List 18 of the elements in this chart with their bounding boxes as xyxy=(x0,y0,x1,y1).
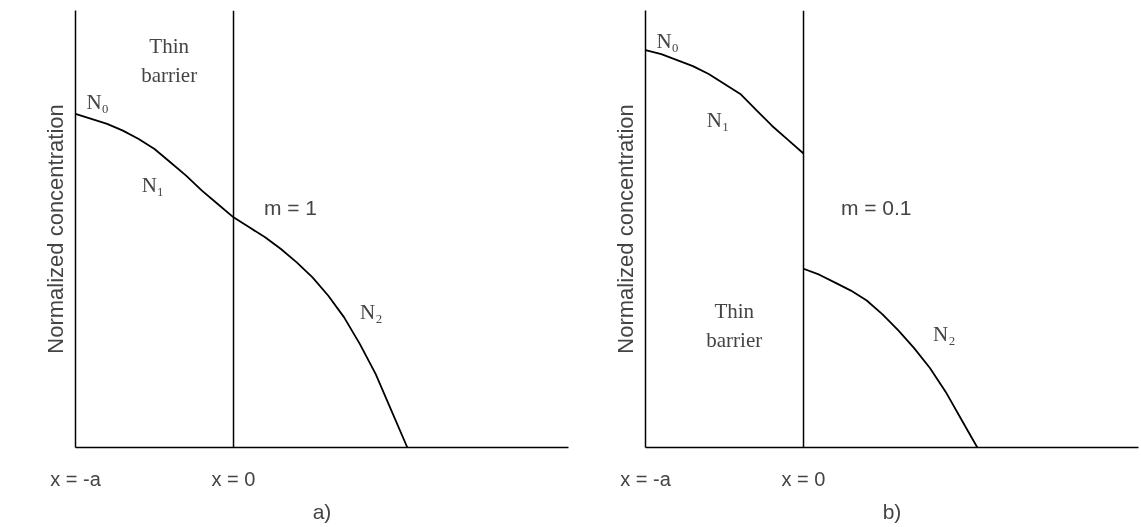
annotation: N₂ xyxy=(933,321,956,346)
x-tick-label: x = -a xyxy=(620,467,672,490)
annotation: N₁ xyxy=(706,107,730,132)
annotation: N₀ xyxy=(656,29,679,54)
text: Thin barrier xyxy=(141,34,198,88)
x-tick-label: x = -a xyxy=(50,467,102,490)
annotation: m = 1 xyxy=(263,195,317,219)
annotation: N₁ xyxy=(141,173,165,198)
text: a) xyxy=(312,499,332,523)
y-axis-title: Normalized concentration xyxy=(42,104,68,354)
annotation: m = 0.1 xyxy=(840,195,912,219)
y-axis-title: Normalized concentration xyxy=(612,104,638,354)
annotation: N₂ xyxy=(360,300,383,325)
annotation: Thin barrier xyxy=(706,298,763,352)
text: b) xyxy=(882,499,902,523)
x-tick-label: x = 0 xyxy=(781,467,826,490)
x-tick-label: x = 0 xyxy=(211,467,256,490)
annotation: N₀ xyxy=(86,90,109,115)
